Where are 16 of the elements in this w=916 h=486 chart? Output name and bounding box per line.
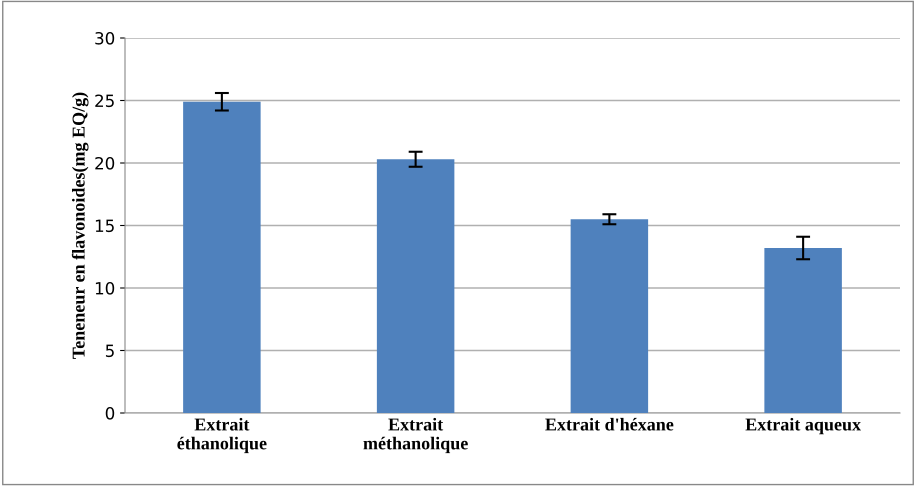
x-tick-label: Extrait d'héxane — [545, 418, 674, 431]
y-tick-label: 15 — [96, 220, 114, 232]
bar — [764, 248, 842, 413]
y-tick-label: 30 — [95, 32, 114, 45]
y-axis-title: Teneneur en flavonoides(mg EQ/g) — [72, 92, 89, 359]
x-tick-label: Extrait éthanolique — [177, 418, 267, 454]
y-tick-label: 0 — [106, 406, 114, 420]
y-tick-label: 25 — [95, 94, 114, 108]
bar — [183, 102, 261, 413]
y-tick-label: 10 — [96, 282, 114, 295]
x-tick-label: Extrait méthanolique — [363, 418, 468, 454]
bar — [376, 159, 454, 413]
y-tick-label: 20 — [95, 156, 114, 170]
x-tick-label: Extrait aqueux — [746, 418, 861, 434]
y-tick-label: 5 — [106, 344, 114, 358]
bar — [570, 219, 648, 413]
